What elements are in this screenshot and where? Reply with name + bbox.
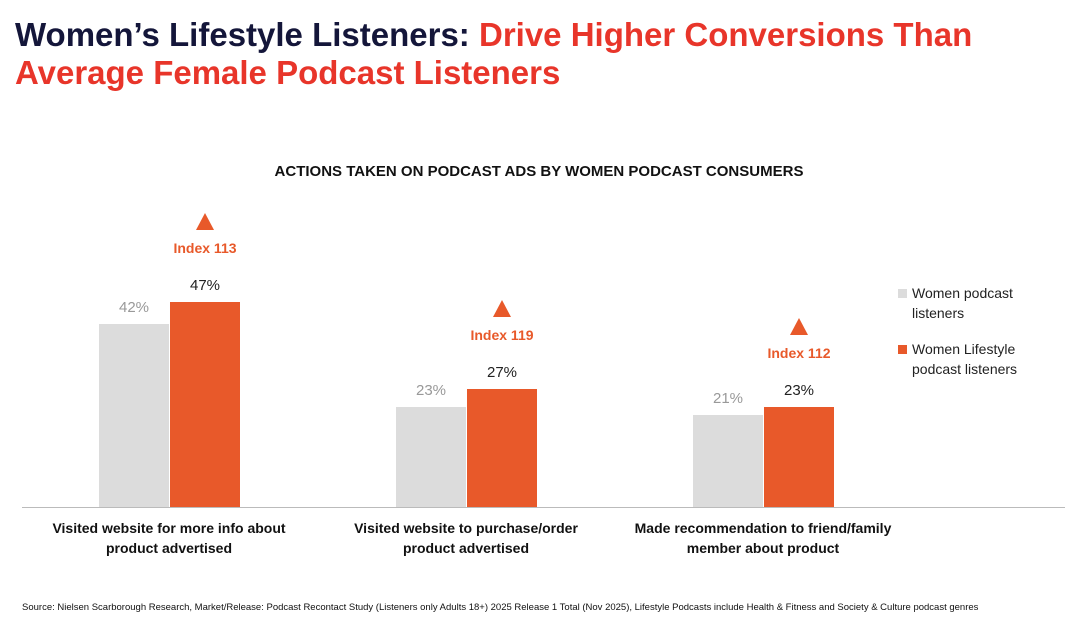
value-label: 42%: [118, 298, 150, 316]
annotation: Index 119: [470, 327, 534, 344]
slide-title: Women’s Lifestyle Listeners: Drive Highe…: [15, 16, 1075, 92]
legend-label: Women Lifestyle podcast listeners: [912, 341, 1018, 377]
x-tick-label: Visited website to purchase/order produc…: [354, 520, 578, 556]
legend-swatch: [898, 289, 907, 298]
bar: [764, 406, 834, 507]
annotation: Index 112: [767, 344, 831, 361]
bar: [170, 302, 240, 507]
value-label: 21%: [712, 390, 744, 408]
bar: [396, 406, 466, 507]
title-main: Women’s Lifestyle Listeners:: [15, 16, 470, 53]
annotation: Index 113: [173, 240, 237, 257]
title-highlight: Drive Higher Conversions Than Average Fe…: [15, 16, 973, 91]
x-tick-label: Made recommendation to friend/family mem…: [634, 520, 892, 556]
value-label: 23%: [783, 381, 815, 399]
x-tick-label: Visited website for more info about prod…: [52, 520, 286, 556]
bar: [467, 389, 537, 507]
value-label: 47%: [189, 277, 221, 295]
legend-label: Women podcast listeners: [912, 285, 1013, 321]
annotation-marker: [493, 300, 511, 318]
annotation-marker: [790, 317, 808, 335]
bar: [693, 415, 763, 507]
bar: [99, 323, 169, 507]
value-label: 27%: [486, 364, 518, 382]
baseline: [22, 507, 1065, 508]
legend-swatch: [898, 345, 907, 354]
source-note: Source: Nielsen Scarborough Research, Ma…: [22, 602, 979, 613]
chart-title: ACTIONS TAKEN ON PODCAST ADS BY WOMEN PO…: [274, 163, 804, 180]
annotation-marker: [196, 213, 214, 231]
value-label: 23%: [415, 381, 447, 399]
